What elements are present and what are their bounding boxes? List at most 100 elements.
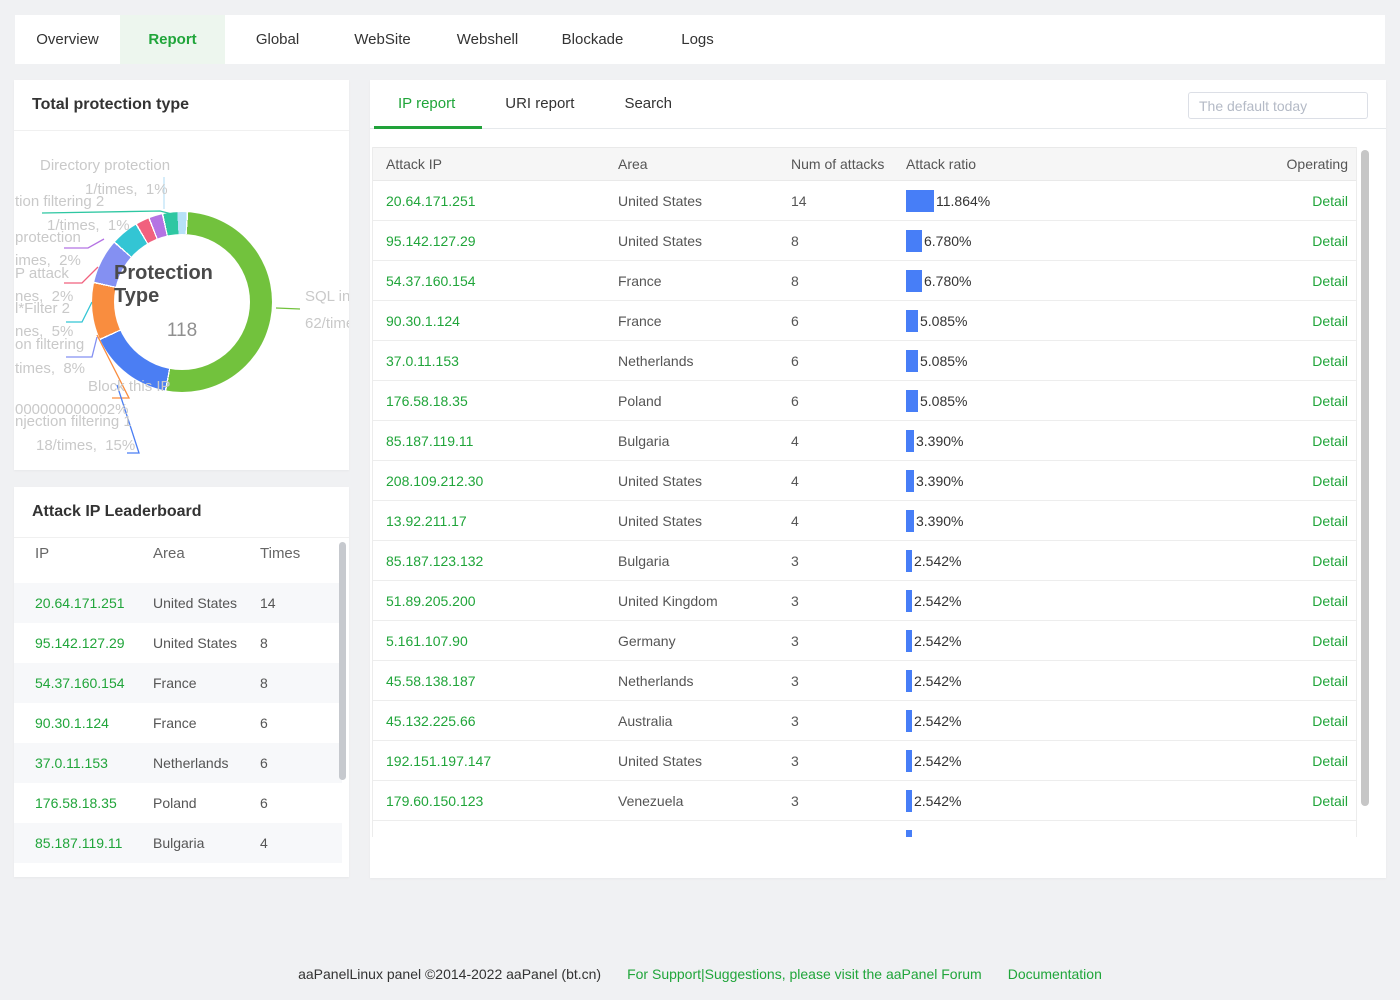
nav-tab-logs[interactable]: Logs xyxy=(681,31,714,48)
nav-tab-webshell[interactable]: Webshell xyxy=(456,31,519,48)
leaderboard-area: France xyxy=(153,715,197,731)
attack-ip-link[interactable]: 54.37.160.154 xyxy=(386,273,476,289)
attack-table-header: Attack IP Area Num of attacks Attack ratio O… xyxy=(373,147,1356,181)
attack-ratio-value: 3.390% xyxy=(916,433,964,449)
donut-center-value: 118 xyxy=(166,320,198,341)
attack-ip-link[interactable]: 192.151.197.147 xyxy=(386,753,492,769)
protection-panel: Total protection type Protection Type 11… xyxy=(14,80,349,470)
attack-num: 14 xyxy=(791,193,807,209)
attack-ratio-bar xyxy=(906,590,912,612)
attack-ip-link[interactable]: 5.161.107.90 xyxy=(386,633,468,649)
donut-label: Directory protection xyxy=(40,157,171,174)
attack-area: Germany xyxy=(618,633,676,649)
leaderboard-ip-link[interactable]: 20.64.171.251 xyxy=(35,595,125,611)
detail-link[interactable]: Detail xyxy=(1312,553,1348,569)
detail-link[interactable]: Detail xyxy=(1312,353,1348,369)
attack-table-row: 13.92.211.17 United States 4 3.390% Detail xyxy=(373,501,1356,541)
attack-ratio-value: 2.542% xyxy=(914,633,962,649)
date-range-input[interactable] xyxy=(1188,92,1368,119)
attack-ratio-bar xyxy=(906,270,922,292)
detail-link[interactable]: Detail xyxy=(1312,273,1348,289)
attack-table-row: 95.142.127.29 United States 8 6.780% Detail xyxy=(373,221,1356,261)
detail-link[interactable]: Detail xyxy=(1312,713,1348,729)
leaderboard-ip-link[interactable]: 37.0.11.153 xyxy=(35,755,108,771)
attack-num: 4 xyxy=(791,473,799,489)
attack-ratio-bar xyxy=(906,230,922,252)
attack-table-row: 45.132.225.66 Australia 3 2.542% Detail xyxy=(373,701,1356,741)
nav-tab-overview[interactable]: Overview xyxy=(36,31,99,48)
attack-ip-link[interactable]: 95.142.127.29 xyxy=(386,233,476,249)
attack-ratio-bar xyxy=(906,790,912,812)
detail-link[interactable]: Detail xyxy=(1312,513,1348,529)
detail-link[interactable]: Detail xyxy=(1312,793,1348,809)
leaderboard-col-header: IP xyxy=(35,545,50,562)
detail-link[interactable]: Detail xyxy=(1312,193,1348,209)
report-tab-ip-report[interactable]: IP report xyxy=(398,95,456,112)
donut-label: 18/times, 15% xyxy=(36,437,136,454)
report-tab-search[interactable]: Search xyxy=(624,95,672,112)
donut-connector xyxy=(41,210,173,215)
detail-link[interactable]: Detail xyxy=(1312,673,1348,689)
report-tabs: IP report URI report Search xyxy=(398,80,722,128)
nav-tab-report[interactable]: Report xyxy=(120,15,225,64)
attack-area: United States xyxy=(618,753,703,769)
detail-link[interactable]: Detail xyxy=(1312,233,1348,249)
attack-ip-link[interactable]: 85.187.119.11 xyxy=(386,433,474,449)
detail-link[interactable]: Detail xyxy=(1312,313,1348,329)
footer-support-link[interactable]: For Support|Suggestions, please visit th… xyxy=(627,966,982,982)
footer-docs-link[interactable]: Documentation xyxy=(1007,966,1102,982)
leaderboard-area: United States xyxy=(153,635,238,651)
leaderboard-ip-link[interactable]: 90.30.1.124 xyxy=(35,715,109,731)
footer: aaPanelLinux panel ©2014-2022 aaPanel (b… xyxy=(0,966,1400,982)
donut-label: on filtering xyxy=(15,336,85,353)
leaderboard-ip-link[interactable]: 176.58.18.35 xyxy=(35,795,117,811)
detail-link[interactable]: Detail xyxy=(1312,473,1348,489)
attack-ratio-bar xyxy=(906,670,912,692)
report-tab-uri-report[interactable]: URI report xyxy=(505,95,575,112)
attack-ip-link[interactable]: 51.89.205.200 xyxy=(386,593,476,609)
report-table-scrollbar[interactable] xyxy=(1361,150,1369,806)
attack-ip-link[interactable]: 13.92.211.17 xyxy=(386,513,467,529)
attack-ratio-value: 2.542% xyxy=(914,673,962,689)
attack-ip-link[interactable]: 176.58.18.35 xyxy=(386,393,468,409)
detail-link[interactable]: Detail xyxy=(1312,433,1348,449)
attack-ip-link[interactable]: 208.109.212.30 xyxy=(386,473,484,489)
nav-tab-blockade[interactable]: Blockade xyxy=(561,31,624,48)
donut-label: times, 8% xyxy=(15,360,86,377)
attack-table-row-partial xyxy=(373,821,1356,837)
nav-tab-website[interactable]: WebSite xyxy=(354,31,411,48)
detail-link[interactable]: Detail xyxy=(1312,633,1348,649)
detail-link[interactable]: Detail xyxy=(1312,393,1348,409)
donut-label: SQL inje xyxy=(305,288,349,305)
detail-link[interactable]: Detail xyxy=(1312,753,1348,769)
leaderboard-ip-link[interactable]: 54.37.160.154 xyxy=(35,675,125,691)
attack-ip-link[interactable]: 90.30.1.124 xyxy=(386,313,460,329)
report-panel: IP report URI report Search Attack IP Area N… xyxy=(370,80,1386,878)
divider xyxy=(14,537,349,538)
nav-tab-global[interactable]: Global xyxy=(255,31,300,48)
attack-area: United States xyxy=(618,473,703,489)
attack-ip-link[interactable]: 45.132.225.66 xyxy=(386,713,476,729)
leaderboard-scrollbar[interactable] xyxy=(339,542,346,780)
attack-num: 6 xyxy=(791,353,799,369)
attack-ip-table: Attack IP Area Num of attacks Attack ratio O… xyxy=(372,147,1357,837)
attack-ip-link[interactable]: 45.58.138.187 xyxy=(386,673,476,689)
col-operating: Operating xyxy=(1286,156,1348,172)
attack-ip-link[interactable]: 37.0.11.153 xyxy=(386,353,459,369)
leaderboard-ip-link[interactable]: 95.142.127.29 xyxy=(35,635,125,651)
donut-label: 62/time xyxy=(305,315,349,332)
leaderboard-panel: Attack IP Leaderboard IP Area Times 20.64.… xyxy=(14,487,349,877)
leaderboard-ip-link[interactable]: 85.187.119.11 xyxy=(35,835,123,851)
attack-ip-link[interactable]: 179.60.150.123 xyxy=(386,793,484,809)
attack-ip-link[interactable]: 85.187.123.132 xyxy=(386,553,484,569)
attack-area: United States xyxy=(618,233,703,249)
leaderboard-times: 6 xyxy=(260,795,268,811)
detail-link[interactable]: Detail xyxy=(1312,593,1348,609)
attack-ratio-value: 3.390% xyxy=(916,513,964,529)
leaderboard-rows: 20.64.171.251 United States 14 95.142.127.2… xyxy=(14,583,342,863)
attack-ratio-value: 3.390% xyxy=(916,473,964,489)
attack-area: Poland xyxy=(618,393,662,409)
donut-label: tion filtering 2 xyxy=(15,193,105,210)
attack-area: France xyxy=(618,313,662,329)
attack-ip-link[interactable]: 20.64.171.251 xyxy=(386,193,476,209)
